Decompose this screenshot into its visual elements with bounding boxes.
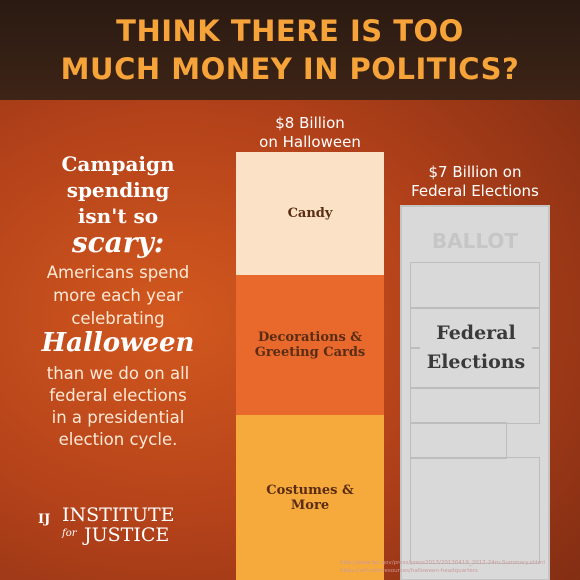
sidebar-text: in a presidential xyxy=(51,408,185,427)
bar-label: $8 Billion xyxy=(275,114,345,132)
sidebar-text: celebrating xyxy=(71,309,165,328)
ballot-row xyxy=(410,387,540,424)
sidebar-text: than we do on all xyxy=(46,364,190,383)
bar-label: Federal Elections xyxy=(411,182,539,200)
segment-label: Costumes & More xyxy=(266,482,354,513)
bar-label: on Halloween xyxy=(259,133,361,151)
sidebar-text: Campaign xyxy=(61,152,175,176)
sidebar-text: isn't so xyxy=(77,204,159,228)
sidebar-text: spending xyxy=(66,178,170,202)
ballot-text: Federal Elections xyxy=(420,319,532,377)
sidebar-text: election cycle. xyxy=(58,430,178,449)
header: THINK THERE IS TOO MUCH MONEY IN POLITIC… xyxy=(0,0,580,100)
logo-text: JUSTICE xyxy=(84,524,170,546)
source: https://nrf.com/resources/halloween-head… xyxy=(340,568,478,574)
sidebar-text: scary: xyxy=(71,226,165,259)
title: THINK THERE IS TOO xyxy=(116,14,464,48)
sidebar-text: federal elections xyxy=(49,386,187,405)
logo-text: for xyxy=(62,528,77,539)
sidebar-text: more each year xyxy=(53,286,183,305)
bar-segment: Candy xyxy=(236,152,384,275)
ballot-row xyxy=(410,457,540,564)
sidebar-text: Halloween xyxy=(41,328,195,358)
logo-mark: IJ xyxy=(38,512,51,527)
bar-segment: Costumes & More xyxy=(236,415,384,580)
title: MUCH MONEY IN POLITICS? xyxy=(60,52,520,86)
ballot-row xyxy=(410,422,507,459)
bar-segment: Decorations & Greeting Cards xyxy=(236,275,384,415)
ballot: BALLOT Federal Elections xyxy=(400,205,550,580)
segment-label: Decorations & Greeting Cards xyxy=(254,330,366,360)
logo-text: INSTITUTE xyxy=(62,504,175,526)
source: http://www.fec.gov/press/press2013/20130… xyxy=(340,560,545,566)
ballot-row xyxy=(410,262,540,309)
ballot-heading: BALLOT xyxy=(431,229,519,253)
segment-label: Candy xyxy=(287,206,333,221)
bar-label: $7 Billion on xyxy=(428,163,522,181)
sidebar-text: Americans spend xyxy=(46,263,190,282)
